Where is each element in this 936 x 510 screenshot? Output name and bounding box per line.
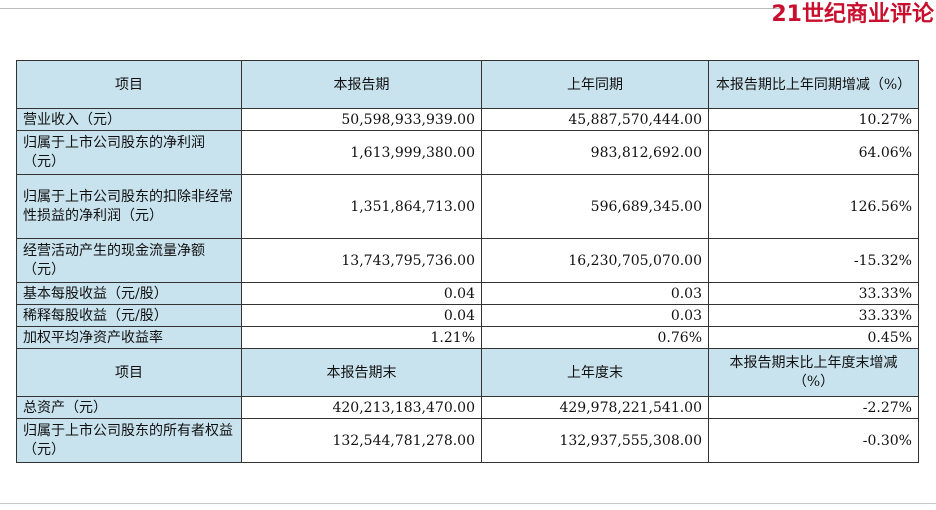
row-label: 稀释每股收益（元/股） (16, 304, 242, 327)
row-change-value: -0.30% (708, 418, 919, 463)
header-item: 项目 (16, 60, 242, 109)
row-current-value: 0.04 (241, 282, 482, 305)
top-divider (0, 8, 780, 9)
row-current-value: 50,598,933,939.00 (241, 108, 482, 131)
row-change-value: -2.27% (708, 396, 919, 419)
row-prior-value: 429,978,221,541.00 (481, 396, 709, 419)
table-row: 加权平均净资产收益率 1.21% 0.76% 0.45% (16, 326, 919, 349)
row-label: 总资产（元） (16, 396, 242, 419)
table-subheader-row: 项目 本报告期末 上年度末 本报告期末比上年度末增减（%） (16, 348, 919, 397)
row-prior-value: 16,230,705,070.00 (481, 238, 709, 283)
table-row: 归属于上市公司股东的扣除非经常性损益的净利润（元） 1,351,864,713.… (16, 174, 919, 239)
table-row: 营业收入（元） 50,598,933,939.00 45,887,570,444… (16, 108, 919, 131)
table-row: 基本每股收益（元/股） 0.04 0.03 33.33% (16, 282, 919, 305)
row-current-value: 0.04 (241, 304, 482, 327)
bottom-divider (0, 503, 936, 504)
row-current-value: 13,743,795,736.00 (241, 238, 482, 283)
row-prior-value: 0.03 (481, 282, 709, 305)
row-prior-value: 132,937,555,308.00 (481, 418, 709, 463)
row-label: 归属于上市公司股东的净利润（元） (16, 130, 242, 175)
row-change-value: 10.27% (708, 108, 919, 131)
row-current-value: 132,544,781,278.00 (241, 418, 482, 463)
row-change-value: 33.33% (708, 304, 919, 327)
header-change-percent: 本报告期末比上年度末增减（%） (708, 348, 919, 397)
row-current-value: 1.21% (241, 326, 482, 349)
row-label: 归属于上市公司股东的扣除非经常性损益的净利润（元） (16, 174, 242, 239)
financial-data-table: 项目 本报告期 上年同期 本报告期比上年同期增减（%） 营业收入（元） 50,5… (16, 60, 919, 463)
header-prior-year-end: 上年度末 (481, 348, 709, 397)
row-label: 基本每股收益（元/股） (16, 282, 242, 305)
row-change-value: 0.45% (708, 326, 919, 349)
table-row: 总资产（元） 420,213,183,470.00 429,978,221,54… (16, 396, 919, 419)
header-period-end: 本报告期末 (241, 348, 482, 397)
row-change-value: 64.06% (708, 130, 919, 175)
row-prior-value: 983,812,692.00 (481, 130, 709, 175)
row-label: 加权平均净资产收益率 (16, 326, 242, 349)
row-label: 经营活动产生的现金流量净额（元） (16, 238, 242, 283)
row-change-value: 126.56% (708, 174, 919, 239)
row-current-value: 420,213,183,470.00 (241, 396, 482, 419)
header-prior-period: 上年同期 (481, 60, 709, 109)
header-item: 项目 (16, 348, 242, 397)
table-row: 归属于上市公司股东的净利润（元） 1,613,999,380.00 983,81… (16, 130, 919, 175)
table-row: 稀释每股收益（元/股） 0.04 0.03 33.33% (16, 304, 919, 327)
row-label: 归属于上市公司股东的所有者权益（元） (16, 418, 242, 463)
watermark-logo: 21世纪商业评论 (771, 2, 934, 27)
table-row: 归属于上市公司股东的所有者权益（元） 132,544,781,278.00 13… (16, 418, 919, 463)
row-current-value: 1,351,864,713.00 (241, 174, 482, 239)
row-prior-value: 45,887,570,444.00 (481, 108, 709, 131)
row-prior-value: 596,689,345.00 (481, 174, 709, 239)
header-current-period: 本报告期 (241, 60, 482, 109)
row-change-value: 33.33% (708, 282, 919, 305)
table-header-row: 项目 本报告期 上年同期 本报告期比上年同期增减（%） (16, 60, 919, 109)
row-current-value: 1,613,999,380.00 (241, 130, 482, 175)
header-change-percent: 本报告期比上年同期增减（%） (708, 60, 919, 109)
row-prior-value: 0.03 (481, 304, 709, 327)
row-change-value: -15.32% (708, 238, 919, 283)
row-prior-value: 0.76% (481, 326, 709, 349)
table-row: 经营活动产生的现金流量净额（元） 13,743,795,736.00 16,23… (16, 238, 919, 283)
row-label: 营业收入（元） (16, 108, 242, 131)
